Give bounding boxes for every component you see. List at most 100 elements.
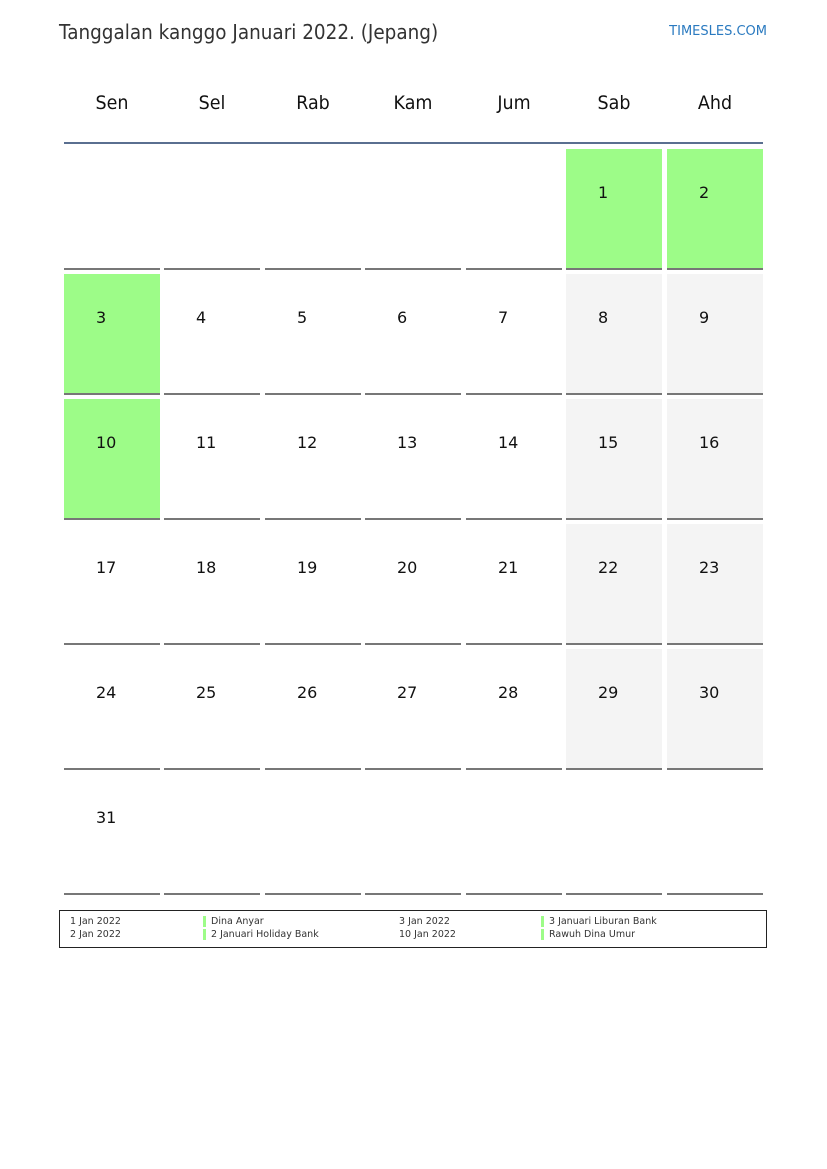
legend-date: 10 Jan 2022 [399, 929, 456, 940]
day-cell: 22 [566, 524, 662, 645]
page-title: Tanggalan kanggo Januari 2022. (Jepang) [59, 20, 439, 44]
day-cell: 4 [164, 274, 260, 395]
day-cell: 24 [64, 649, 160, 770]
legend-holiday-name: Dina Anyar [211, 916, 264, 927]
holiday-legend: 1 Jan 2022 Dina Anyar 2 Jan 2022 2 Januari … [59, 910, 767, 948]
empty-day-cell [164, 149, 260, 270]
header-divider [64, 142, 763, 144]
day-number: 15 [598, 433, 619, 452]
day-cell: 16 [667, 399, 763, 520]
brand-link[interactable]: TIMESLES.COM [669, 24, 767, 39]
day-cell: 1 [566, 149, 662, 270]
weekday-header: Sab [597, 92, 631, 114]
day-cell: 10 [64, 399, 160, 520]
weekday-header: Rab [296, 92, 330, 114]
day-number: 16 [699, 433, 720, 452]
day-cell: 29 [566, 649, 662, 770]
day-cell: 3 [64, 274, 160, 395]
weekday-header: Kam [393, 92, 433, 114]
day-cell: 30 [667, 649, 763, 770]
day-cell: 28 [466, 649, 562, 770]
day-cell: 20 [365, 524, 461, 645]
day-cell: 23 [667, 524, 763, 645]
day-number: 30 [699, 683, 720, 702]
day-cell: 7 [466, 274, 562, 395]
legend-date: 1 Jan 2022 [70, 916, 121, 927]
day-number: 19 [297, 558, 318, 577]
legend-holiday-name: 2 Januari Holiday Bank [211, 929, 319, 940]
empty-day-cell [365, 149, 461, 270]
day-number: 6 [397, 308, 408, 327]
day-number: 13 [397, 433, 418, 452]
legend-holiday: Dina Anyar [203, 915, 264, 928]
holiday-color-marker [203, 916, 206, 927]
day-cell: 2 [667, 149, 763, 270]
holiday-color-marker [541, 929, 544, 940]
empty-day-cell [667, 774, 763, 895]
day-number: 8 [598, 308, 609, 327]
day-cell: 6 [365, 274, 461, 395]
legend-holiday-name: 3 Januari Liburan Bank [549, 916, 657, 927]
weekday-header: Jum [497, 92, 531, 114]
empty-day-cell [265, 149, 361, 270]
day-cell: 15 [566, 399, 662, 520]
weekday-header: Sel [198, 92, 226, 114]
day-cell: 21 [466, 524, 562, 645]
empty-day-cell [466, 149, 562, 270]
day-cell: 18 [164, 524, 260, 645]
day-cell: 14 [466, 399, 562, 520]
day-number: 28 [498, 683, 519, 702]
day-cell: 9 [667, 274, 763, 395]
day-number: 22 [598, 558, 619, 577]
empty-day-cell [164, 774, 260, 895]
day-cell: 19 [265, 524, 361, 645]
day-number: 18 [196, 558, 217, 577]
day-number: 25 [196, 683, 217, 702]
empty-day-cell [265, 774, 361, 895]
legend-holiday: 2 Januari Holiday Bank [203, 928, 319, 941]
day-cell: 27 [365, 649, 461, 770]
day-number: 24 [96, 683, 117, 702]
day-cell: 17 [64, 524, 160, 645]
weekday-header: Sen [95, 92, 129, 114]
holiday-color-marker [203, 929, 206, 940]
legend-holiday: 3 Januari Liburan Bank [541, 915, 657, 928]
legend-date: 2 Jan 2022 [70, 929, 121, 940]
empty-day-cell [566, 774, 662, 895]
weekday-header: Ahd [697, 92, 733, 114]
day-number: 4 [196, 308, 207, 327]
day-number: 3 [96, 308, 107, 327]
day-number: 26 [297, 683, 318, 702]
day-number: 17 [96, 558, 117, 577]
day-number: 11 [196, 433, 217, 452]
day-cell: 26 [265, 649, 361, 770]
day-number: 5 [297, 308, 308, 327]
holiday-color-marker [541, 916, 544, 927]
empty-day-cell [466, 774, 562, 895]
day-number: 21 [498, 558, 519, 577]
day-number: 9 [699, 308, 710, 327]
legend-holiday-name: Rawuh Dina Umur [549, 929, 635, 940]
legend-holiday: Rawuh Dina Umur [541, 928, 635, 941]
day-number: 29 [598, 683, 619, 702]
day-number: 2 [699, 183, 710, 202]
day-number: 31 [96, 808, 117, 827]
day-cell: 31 [64, 774, 160, 895]
day-cell: 8 [566, 274, 662, 395]
day-cell: 13 [365, 399, 461, 520]
day-number: 23 [699, 558, 720, 577]
empty-day-cell [365, 774, 461, 895]
day-number: 1 [598, 183, 609, 202]
day-number: 12 [297, 433, 318, 452]
day-cell: 11 [164, 399, 260, 520]
day-number: 10 [96, 433, 117, 452]
empty-day-cell [64, 149, 160, 270]
day-cell: 5 [265, 274, 361, 395]
day-number: 7 [498, 308, 509, 327]
day-cell: 25 [164, 649, 260, 770]
day-number: 20 [397, 558, 418, 577]
day-number: 14 [498, 433, 519, 452]
legend-date: 3 Jan 2022 [399, 916, 450, 927]
day-number: 27 [397, 683, 418, 702]
day-cell: 12 [265, 399, 361, 520]
